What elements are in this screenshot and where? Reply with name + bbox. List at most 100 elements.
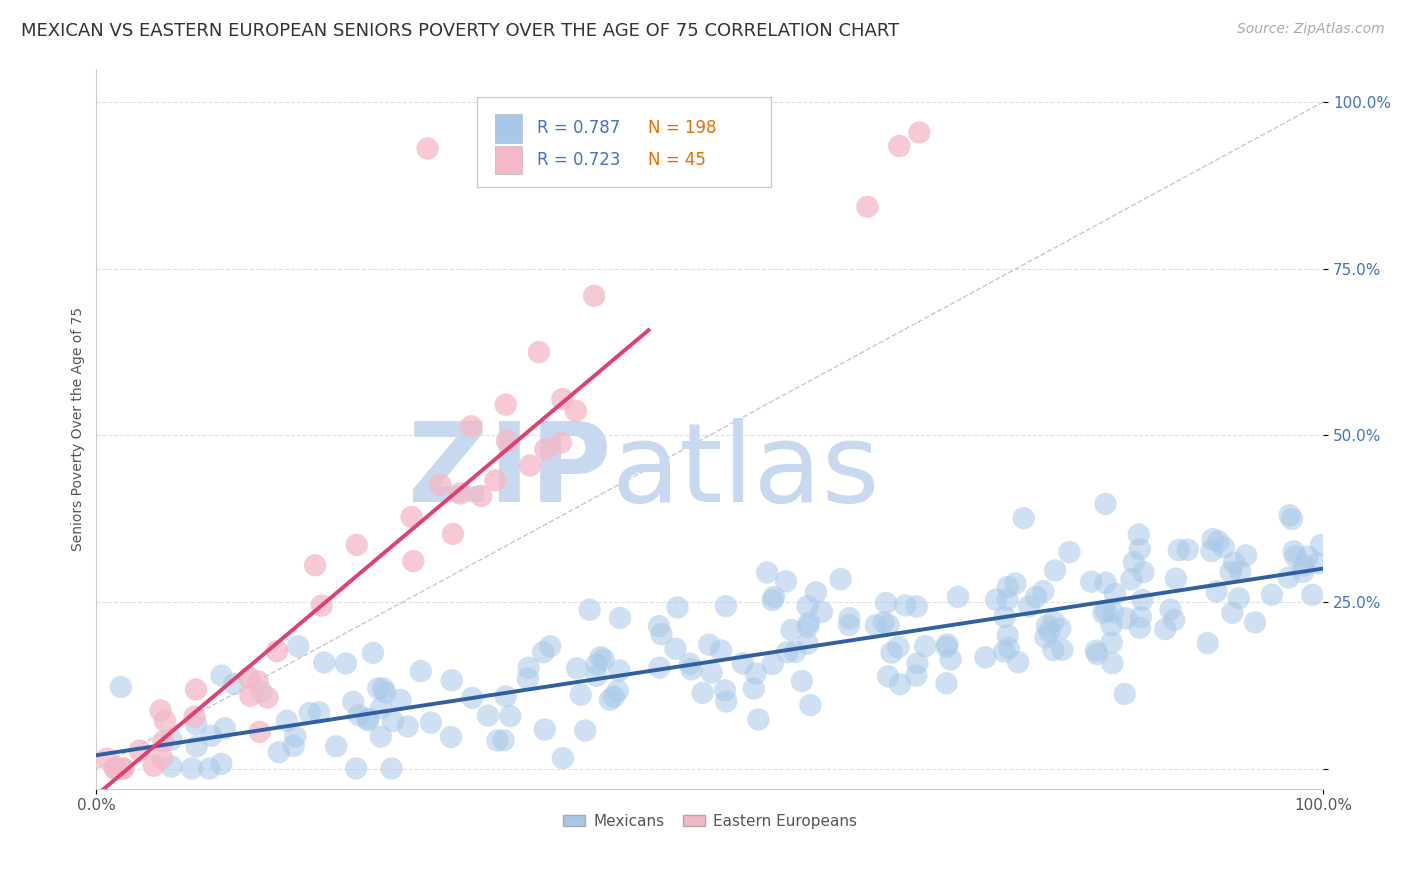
Point [889, 139, 911, 153]
Point [1281, 512, 1303, 526]
Point [1229, 565, 1251, 579]
Point [887, 640, 910, 654]
Point [666, 600, 689, 615]
Point [538, 639, 561, 653]
Point [460, 419, 482, 434]
Point [799, 698, 821, 712]
Point [585, 657, 607, 672]
Point [1129, 542, 1152, 557]
Point [905, 599, 928, 614]
Point [1227, 591, 1250, 606]
Point [308, 706, 330, 720]
Point [495, 398, 517, 412]
Point [409, 664, 432, 678]
Point [209, 756, 232, 771]
Point [650, 627, 672, 641]
Point [381, 714, 404, 728]
Point [997, 640, 1019, 655]
Point [763, 590, 786, 604]
Point [1101, 657, 1123, 671]
Point [142, 758, 165, 772]
Point [838, 618, 860, 632]
Point [1052, 642, 1074, 657]
Point [1278, 570, 1301, 584]
Point [599, 693, 621, 707]
Point [1284, 549, 1306, 564]
Point [184, 717, 207, 731]
Point [908, 126, 931, 140]
Point [1201, 532, 1223, 546]
Point [1104, 587, 1126, 601]
Point [1292, 565, 1315, 579]
Point [516, 672, 538, 686]
Point [1115, 611, 1137, 625]
Point [1223, 556, 1246, 570]
Point [875, 596, 897, 610]
Point [534, 442, 557, 457]
Point [905, 668, 928, 682]
Point [495, 690, 517, 704]
Point [419, 715, 441, 730]
Point [1004, 576, 1026, 591]
Point [499, 709, 522, 723]
Point [276, 714, 298, 728]
Point [1219, 565, 1241, 579]
Point [838, 611, 860, 625]
Point [889, 677, 911, 691]
Point [486, 733, 509, 747]
Point [648, 619, 671, 633]
Point [1084, 644, 1107, 658]
Point [246, 674, 269, 689]
Point [238, 670, 260, 684]
Point [374, 685, 396, 699]
Point [198, 762, 221, 776]
Point [742, 681, 765, 696]
Point [877, 618, 900, 632]
Point [565, 661, 588, 675]
Point [790, 674, 813, 689]
Point [284, 730, 307, 744]
Point [1244, 615, 1267, 630]
Point [484, 473, 506, 487]
Point [357, 712, 380, 726]
Point [731, 657, 754, 671]
Point [389, 693, 412, 707]
Point [585, 668, 607, 682]
Point [679, 657, 702, 671]
Point [1032, 584, 1054, 599]
Point [440, 673, 463, 688]
Point [648, 660, 671, 674]
Point [180, 762, 202, 776]
Point [936, 638, 959, 652]
Point [775, 574, 797, 589]
Point [565, 404, 588, 418]
Point [907, 657, 929, 671]
Point [1012, 511, 1035, 525]
Point [250, 685, 273, 699]
Point [477, 708, 499, 723]
Point [681, 662, 703, 676]
Point [440, 730, 463, 744]
Point [603, 690, 626, 704]
Point [449, 486, 471, 500]
Point [357, 713, 380, 727]
Point [785, 645, 807, 659]
Point [153, 714, 176, 728]
Point [692, 686, 714, 700]
Point [370, 730, 392, 744]
Point [416, 142, 439, 156]
Point [935, 676, 957, 690]
Point [761, 657, 783, 671]
Point [894, 599, 917, 613]
Point [314, 656, 336, 670]
Point [1130, 593, 1153, 607]
Point [342, 695, 364, 709]
Point [1234, 549, 1257, 563]
Point [1129, 610, 1152, 624]
Text: N = 45: N = 45 [648, 151, 706, 169]
Point [1094, 497, 1116, 511]
Point [1261, 588, 1284, 602]
Point [796, 637, 818, 651]
Point [997, 580, 1019, 594]
Point [697, 638, 720, 652]
